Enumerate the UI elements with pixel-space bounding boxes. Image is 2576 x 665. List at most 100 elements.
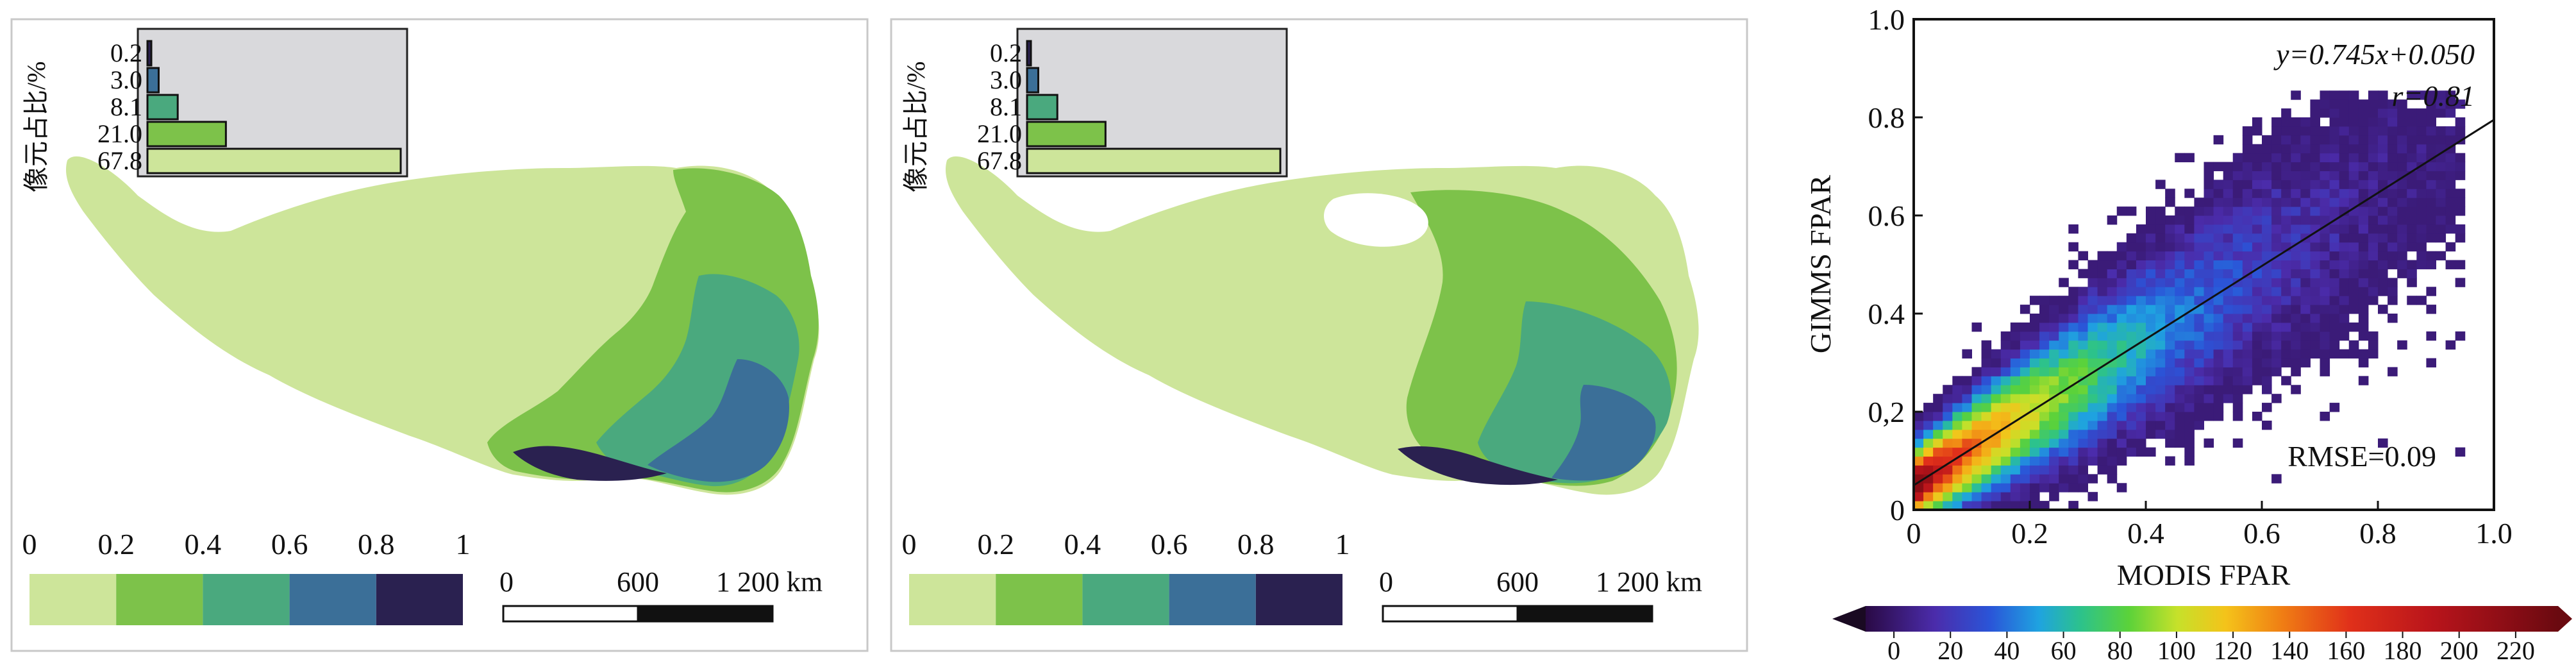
density-cell [2010, 501, 2021, 510]
density-cell [2049, 385, 2059, 394]
density-cell [2175, 331, 2185, 341]
density-cell [2078, 483, 2088, 492]
density-cell [2116, 385, 2127, 394]
density-cell [2271, 198, 2282, 207]
density-cell [2232, 340, 2243, 350]
density-cell [2020, 501, 2030, 510]
density-cell [2116, 376, 2127, 385]
legend-tick-label: 1 [456, 528, 471, 560]
density-cell [1933, 412, 1943, 421]
density-cell [2020, 385, 2030, 394]
density-cell [2407, 108, 2417, 118]
density-cell [2339, 189, 2350, 198]
scale-bar-white [502, 605, 639, 623]
density-cell [2020, 456, 2030, 466]
scale-bar-black [637, 605, 774, 623]
density-cell [2232, 358, 2243, 367]
density-cell [1991, 394, 2002, 403]
density-cell [2184, 233, 2195, 243]
density-cell [2223, 322, 2234, 332]
density-cell [2329, 144, 2340, 154]
density-cell [2087, 305, 2098, 314]
density-cell [2116, 206, 2127, 216]
density-cell [2049, 296, 2059, 305]
density-cell [1991, 367, 2002, 376]
density-cell [2030, 483, 2040, 492]
density-cell [2068, 349, 2078, 359]
density-cell [2059, 394, 2069, 403]
density-cell [2184, 322, 2195, 332]
density-cell [2146, 358, 2156, 367]
density-cell [2291, 171, 2301, 180]
density-cell [2281, 251, 2291, 261]
density-cell [2126, 287, 2137, 296]
density-cell [2175, 438, 2185, 448]
density-cell [2329, 349, 2340, 359]
legend-tick-label: 0.8 [358, 528, 395, 560]
density-cell [2300, 189, 2311, 198]
density-cell [1981, 465, 1992, 475]
density-cell [2039, 340, 2050, 350]
colorbar-tick-label: 160 [2327, 636, 2365, 665]
density-cell [2291, 153, 2301, 163]
density-cell [2329, 269, 2340, 278]
density-cell [2155, 206, 2166, 216]
density-cell [2281, 358, 2291, 367]
density-cell [2030, 296, 2040, 305]
density-cell [2291, 296, 2301, 305]
density-cell [2397, 251, 2407, 261]
density-cell [2059, 412, 2069, 421]
density-cell [2358, 242, 2369, 252]
density-cell [2407, 180, 2417, 189]
density-cell [2010, 403, 2021, 412]
density-cell [2262, 296, 2272, 305]
density-cell [2184, 331, 2195, 341]
density-cell [2116, 242, 2127, 252]
density-cell [2320, 412, 2330, 421]
density-cell [2146, 314, 2156, 323]
density-cell [2175, 376, 2185, 385]
density-cell [2165, 242, 2175, 252]
density-cell [2320, 242, 2330, 252]
density-cell [2329, 99, 2340, 109]
density-cell [2232, 403, 2243, 412]
density-cell [2078, 456, 2088, 466]
density-cell [2126, 305, 2137, 314]
density-cell [1933, 501, 1943, 510]
density-cell [2329, 162, 2340, 171]
density-cell [2116, 251, 2127, 261]
density-cell [1962, 474, 1972, 484]
density-cell [2020, 358, 2030, 367]
density-cell [2078, 438, 2088, 448]
density-cell [2194, 358, 2204, 367]
density-cell [2000, 456, 2011, 466]
density-cell [2107, 447, 2118, 457]
density-cell [2068, 358, 2078, 367]
density-cell [2194, 376, 2204, 385]
density-cell [2242, 171, 2253, 180]
density-cell [2348, 189, 2359, 198]
density-cell [2320, 206, 2330, 216]
density-cell [1952, 492, 1962, 501]
density-cell [2078, 314, 2088, 323]
density-cell [2078, 394, 2088, 403]
density-cell [2000, 385, 2011, 394]
density-cell [2368, 215, 2379, 225]
density-cell [2184, 429, 2195, 439]
density-cell [2155, 296, 2166, 305]
density-cell [2049, 420, 2059, 430]
density-cell [2300, 296, 2311, 305]
density-cell [2020, 394, 2030, 403]
density-cell [2348, 340, 2359, 350]
legend-tick-label: 1 [1335, 528, 1350, 560]
density-cell [1991, 465, 2002, 475]
density-cell [2175, 358, 2185, 367]
density-cell [2087, 269, 2098, 278]
density-cell [2078, 296, 2088, 305]
density-cell [1991, 492, 2002, 501]
density-cell [2116, 269, 2127, 278]
density-cell [2329, 206, 2340, 216]
density-cell [2436, 189, 2446, 198]
density-cell [2378, 260, 2388, 269]
density-cell [2271, 394, 2282, 403]
